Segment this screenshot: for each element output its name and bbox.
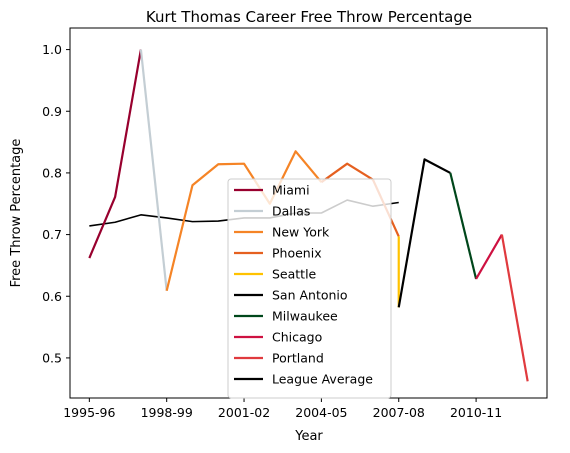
series-line-portland (500, 234, 529, 382)
legend-box (227, 178, 392, 399)
legend-label-miami: Miami (272, 183, 310, 198)
x-tick-label: 2007-08 (373, 405, 425, 420)
legend-label-san-antonio: San Antonio (272, 288, 348, 303)
series-line-chicago (475, 234, 503, 280)
series-line-milwaukee (449, 172, 478, 280)
y-axis-title: Free Throw Percentage (9, 139, 24, 288)
y-tick-label: 0.9 (42, 104, 62, 119)
x-tick-label: 1998-99 (141, 405, 193, 420)
series-line-san-antonio (397, 158, 451, 308)
x-axis-title: Year (294, 429, 323, 444)
y-tick-label: 0.5 (42, 350, 62, 365)
legend: Miami Dallas New York Phoenix Seattle San Ant… (227, 178, 392, 399)
legend-label-chicago: Chicago (272, 330, 322, 345)
legend-label-milwaukee: Milwaukee (272, 309, 338, 324)
legend-label-phoenix: Phoenix (272, 246, 322, 261)
series-line-new-york (165, 150, 323, 291)
x-tick-label: 1995-96 (63, 405, 115, 420)
legend-label-new-york: New York (272, 225, 330, 240)
x-tick-label: 2010-11 (450, 405, 502, 420)
y-axis-ticks: 0.5 0.6 0.7 0.8 0.9 1.0 (42, 42, 70, 365)
series-line-dallas (139, 49, 168, 291)
y-tick-label: 0.8 (42, 165, 62, 180)
legend-label-league-average: League Average (272, 372, 373, 387)
chart-title: Kurt Thomas Career Free Throw Percentage (146, 8, 472, 26)
y-tick-label: 1.0 (42, 42, 62, 57)
series-layer (88, 49, 529, 382)
x-tick-label: 2001-02 (218, 405, 270, 420)
y-tick-label: 0.7 (42, 227, 62, 242)
legend-label-seattle: Seattle (272, 267, 317, 282)
legend-label-portland: Portland (272, 351, 324, 366)
legend-label-dallas: Dallas (272, 204, 310, 219)
y-tick-label: 0.6 (42, 289, 62, 304)
series-line-miami (88, 49, 142, 259)
x-axis-ticks: 1995-96 1998-99 2001-02 2004-05 2007-08 2010-… (63, 398, 502, 420)
x-tick-label: 2004-05 (295, 405, 347, 420)
